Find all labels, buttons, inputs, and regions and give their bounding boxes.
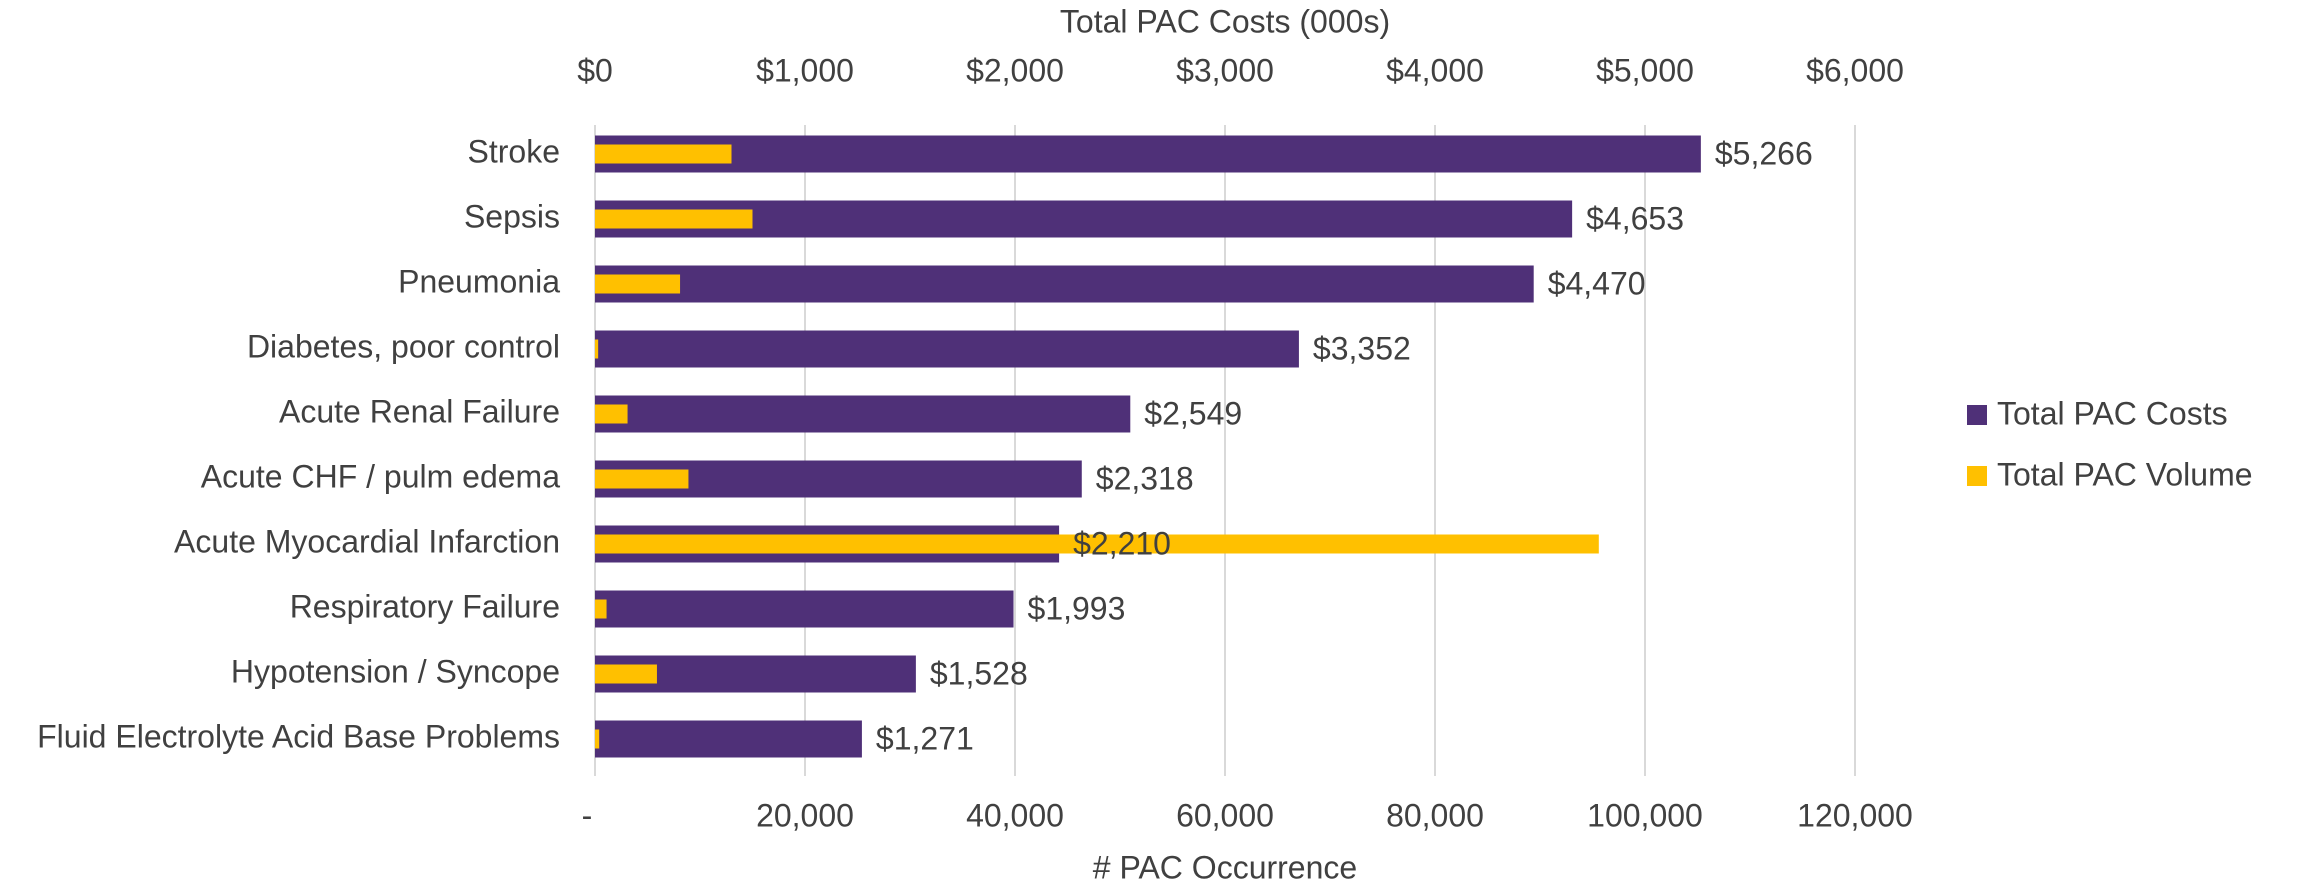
bar xyxy=(595,599,607,619)
bar xyxy=(595,200,1573,238)
value-label: $4,653 xyxy=(1586,200,1684,236)
value-label: $4,470 xyxy=(1548,265,1646,301)
bar xyxy=(595,144,732,164)
x2-tick-label: $0 xyxy=(577,52,613,88)
x2-tick-label: $4,000 xyxy=(1386,52,1484,88)
legend-swatch xyxy=(1967,405,1987,425)
value-label: $3,352 xyxy=(1313,330,1411,366)
bottom-axis-title: # PAC Occurrence xyxy=(1093,849,1357,885)
x-tick-label: 80,000 xyxy=(1386,797,1484,833)
x-tick-label: 20,000 xyxy=(756,797,854,833)
bar xyxy=(595,209,753,229)
category-label: Respiratory Failure xyxy=(290,588,560,624)
x2-tick-label: $3,000 xyxy=(1176,52,1274,88)
bar xyxy=(595,590,1014,628)
bar xyxy=(595,534,1599,554)
x-tick-label: 120,000 xyxy=(1797,797,1913,833)
value-label: $5,266 xyxy=(1715,135,1813,171)
bar xyxy=(595,265,1534,303)
bar xyxy=(595,339,599,359)
category-label: Pneumonia xyxy=(398,263,560,299)
x-tick-label: - xyxy=(582,797,593,833)
value-label: $2,318 xyxy=(1096,460,1194,496)
value-label: $1,528 xyxy=(930,655,1028,691)
category-label: Acute CHF / pulm edema xyxy=(201,458,560,494)
value-label: $1,993 xyxy=(1028,590,1126,626)
x2-tick-label: $6,000 xyxy=(1806,52,1904,88)
value-label: $2,549 xyxy=(1144,395,1242,431)
x-tick-label: 100,000 xyxy=(1587,797,1703,833)
top-axis-title: Total PAC Costs (000s) xyxy=(1060,3,1390,39)
bar xyxy=(595,720,862,758)
category-label: Hypotension / Syncope xyxy=(231,653,560,689)
x-tick-label: 40,000 xyxy=(966,797,1064,833)
legend-label: Total PAC Costs xyxy=(1997,395,2228,431)
bar xyxy=(595,395,1131,433)
bar xyxy=(595,729,600,749)
bar xyxy=(595,274,681,294)
bar xyxy=(595,404,628,424)
category-label: Stroke xyxy=(468,133,560,169)
category-label: Fluid Electrolyte Acid Base Problems xyxy=(37,718,560,754)
legend-swatch xyxy=(1967,466,1987,486)
x2-tick-label: $2,000 xyxy=(966,52,1064,88)
x2-tick-label: $5,000 xyxy=(1596,52,1694,88)
category-label: Diabetes, poor control xyxy=(247,328,560,364)
category-label: Acute Myocardial Infarction xyxy=(174,523,560,559)
value-label: $1,271 xyxy=(876,720,974,756)
bar xyxy=(595,469,689,489)
value-label: $2,210 xyxy=(1073,525,1171,561)
category-label: Sepsis xyxy=(464,198,560,234)
bar xyxy=(595,135,1701,173)
bar xyxy=(595,664,657,684)
x2-tick-label: $1,000 xyxy=(756,52,854,88)
x-tick-label: 60,000 xyxy=(1176,797,1274,833)
bar xyxy=(595,330,1299,368)
legend-label: Total PAC Volume xyxy=(1997,456,2253,492)
category-label: Acute Renal Failure xyxy=(279,393,560,429)
